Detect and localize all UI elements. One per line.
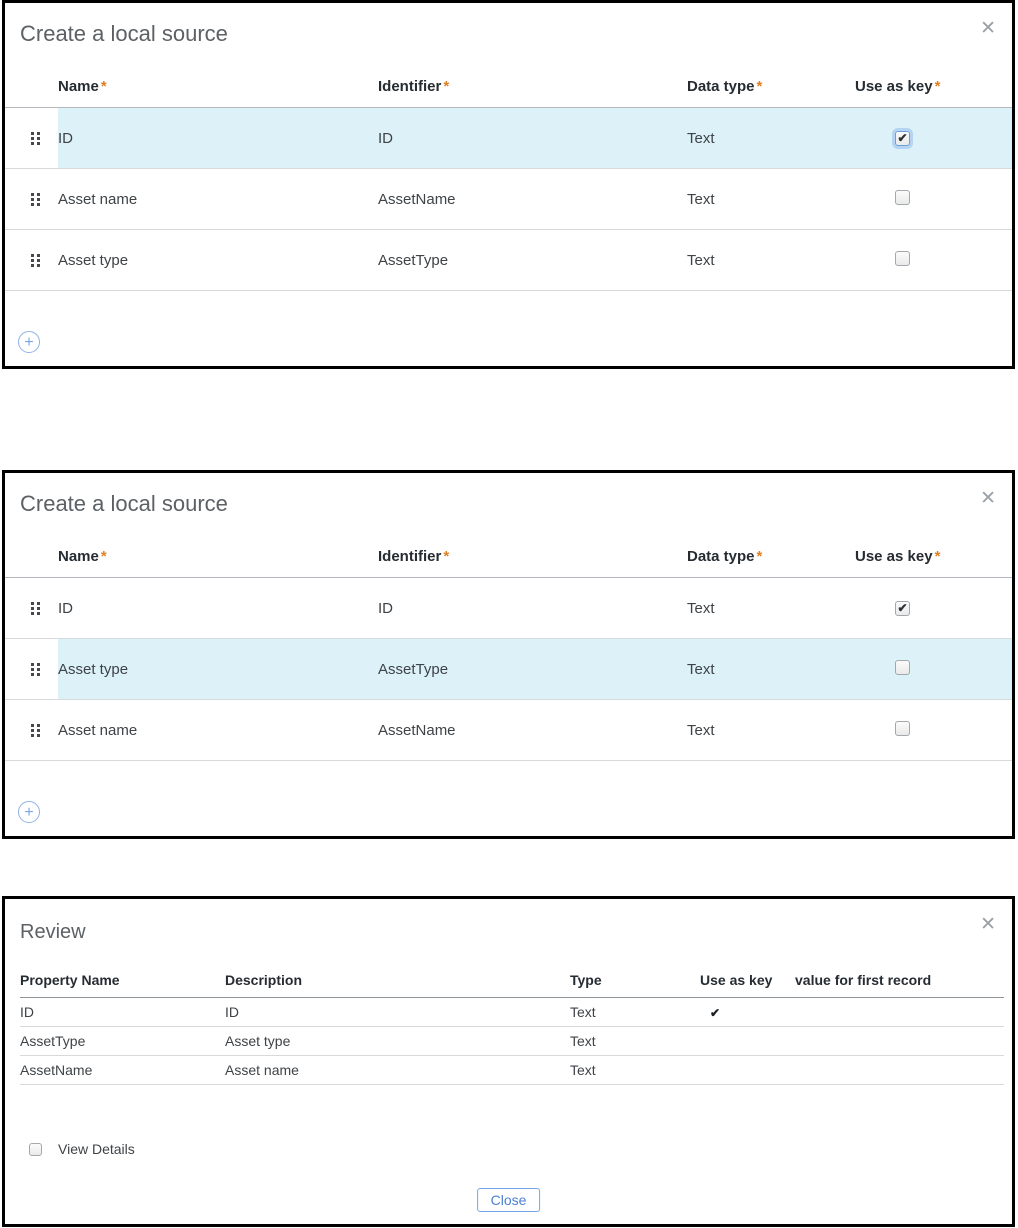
required-asterisk: * <box>756 78 763 95</box>
table-row[interactable]: Asset type AssetType Text ✔ <box>5 639 1012 700</box>
table-row: AssetName Asset name Text ✔ <box>20 1056 1004 1085</box>
close-icon[interactable]: ✕ <box>980 914 996 935</box>
table-header-row: Name * Identifier * Data type * Use as key * <box>5 66 1012 108</box>
close-icon[interactable]: ✕ <box>980 488 996 509</box>
cell-identifier[interactable]: ID <box>378 129 393 147</box>
column-header-identifier: Identifier * <box>378 78 450 95</box>
cell-name[interactable]: Asset name <box>58 190 138 208</box>
cell-type: Text <box>570 1062 596 1078</box>
cell-name[interactable]: Asset type <box>58 251 129 269</box>
column-header-value-first-record: value for first record <box>795 971 932 988</box>
dialog-title: Create a local source <box>20 491 228 516</box>
table-row[interactable]: ID ID Text ✔ <box>5 578 1012 639</box>
required-asterisk: * <box>934 548 941 565</box>
review-dialog: Review ✕ Property Name Description Type … <box>2 896 1015 1227</box>
dialog-header: Create a local source ✕ <box>5 3 1012 48</box>
table-row[interactable]: Asset type AssetType Text ✔ <box>5 230 1012 291</box>
table-header-row: Name * Identifier * Data type * Use as key * <box>5 536 1012 578</box>
use-as-key-checkbox[interactable]: ✔ <box>895 601 910 616</box>
cell-name[interactable]: Asset type <box>58 660 129 678</box>
add-row-button[interactable]: + <box>18 801 40 823</box>
add-row-button[interactable]: + <box>18 331 40 353</box>
required-asterisk: * <box>100 78 107 95</box>
table-row[interactable]: ID ID Text ✔ <box>5 108 1012 169</box>
column-header-name: Name * <box>58 548 107 565</box>
drag-handle-icon[interactable] <box>31 723 40 737</box>
drag-handle-icon[interactable] <box>31 131 40 145</box>
required-asterisk: * <box>934 78 941 95</box>
create-source-dialog-1: Create a local source ✕ Name * Identifier… <box>2 0 1015 369</box>
close-button[interactable]: Close <box>476 1188 541 1212</box>
cell-data-type[interactable]: Text <box>687 721 715 739</box>
plus-icon: + <box>24 803 34 821</box>
use-as-key-checkbox[interactable]: ✔ <box>895 659 910 675</box>
table-row[interactable]: Asset name AssetName Text ✔ <box>5 700 1012 761</box>
close-icon[interactable]: ✕ <box>980 18 996 39</box>
cell-data-type[interactable]: Text <box>687 190 715 208</box>
cell-name[interactable]: ID <box>58 599 73 617</box>
cell-data-type[interactable]: Text <box>687 129 715 147</box>
source-properties-table: Name * Identifier * Data type * Use as key *… <box>5 66 1012 291</box>
plus-icon: + <box>24 333 34 351</box>
drag-handle-icon[interactable] <box>31 192 40 206</box>
table-row: ID ID Text ✔ <box>20 998 1004 1027</box>
cell-description: Asset name <box>225 1062 299 1078</box>
column-header-data-type: Data type * <box>687 548 763 565</box>
source-properties-table: Name * Identifier * Data type * Use as key *… <box>5 536 1012 761</box>
cell-data-type[interactable]: Text <box>687 251 715 269</box>
drag-handle-icon[interactable] <box>31 662 40 676</box>
cell-type: Text <box>570 1004 596 1020</box>
cell-identifier[interactable]: AssetName <box>378 721 456 739</box>
cell-identifier[interactable]: AssetType <box>378 660 449 678</box>
required-asterisk: * <box>443 548 450 565</box>
cell-identifier[interactable]: ID <box>378 599 393 617</box>
table-header-row: Property Name Description Type Use as ke… <box>20 962 1004 998</box>
use-as-key-checkbox[interactable]: ✔ <box>895 131 910 146</box>
cell-type: Text <box>570 1033 596 1049</box>
view-details-label: View Details <box>58 1141 135 1157</box>
view-details-row: ✔ View Details <box>29 1141 1012 1157</box>
cell-property-name: AssetName <box>20 1062 93 1078</box>
cell-description: Asset type <box>225 1033 291 1049</box>
dialog-header: Create a local source ✕ <box>5 473 1012 518</box>
check-icon: ✔ <box>897 130 908 145</box>
cell-name[interactable]: ID <box>58 129 73 147</box>
required-asterisk: * <box>100 548 107 565</box>
dialog-title: Create a local source <box>20 21 228 46</box>
dialog-title: Review <box>20 921 86 943</box>
required-asterisk: * <box>756 548 763 565</box>
cell-identifier[interactable]: AssetName <box>378 190 456 208</box>
drag-handle-icon[interactable] <box>31 601 40 615</box>
column-header-data-type: Data type * <box>687 78 763 95</box>
cell-name[interactable]: Asset name <box>58 721 138 739</box>
cell-description: ID <box>225 1004 239 1020</box>
cell-data-type[interactable]: Text <box>687 660 715 678</box>
create-source-dialog-2: Create a local source ✕ Name * Identifier… <box>2 470 1015 839</box>
check-icon: ✔ <box>897 600 908 615</box>
column-header-use-as-key: Use as key * <box>855 548 941 565</box>
required-asterisk: * <box>443 78 450 95</box>
column-header-identifier: Identifier * <box>378 548 450 565</box>
table-row: AssetType Asset type Text ✔ <box>20 1027 1004 1056</box>
column-header-use-as-key: Use as key <box>700 971 773 988</box>
use-as-key-check-icon: ✔ <box>710 1006 721 1020</box>
table-row[interactable]: Asset name AssetName Text ✔ <box>5 169 1012 230</box>
cell-identifier[interactable]: AssetType <box>378 251 449 269</box>
column-header-property-name: Property Name <box>20 971 120 988</box>
review-table: Property Name Description Type Use as ke… <box>20 962 1004 1085</box>
drag-handle-icon[interactable] <box>31 253 40 267</box>
view-details-checkbox[interactable]: ✔ <box>29 1142 42 1156</box>
cell-property-name: AssetType <box>20 1033 86 1049</box>
use-as-key-checkbox[interactable]: ✔ <box>895 250 910 266</box>
column-header-type: Type <box>570 971 602 988</box>
use-as-key-checkbox[interactable]: ✔ <box>895 189 910 205</box>
column-header-name: Name * <box>58 78 107 95</box>
cell-property-name: ID <box>20 1004 34 1020</box>
cell-data-type[interactable]: Text <box>687 599 715 617</box>
column-header-description: Description <box>225 971 303 988</box>
dialog-header: Review ✕ <box>5 899 1012 946</box>
column-header-use-as-key: Use as key * <box>855 78 941 95</box>
use-as-key-checkbox[interactable]: ✔ <box>895 720 910 736</box>
